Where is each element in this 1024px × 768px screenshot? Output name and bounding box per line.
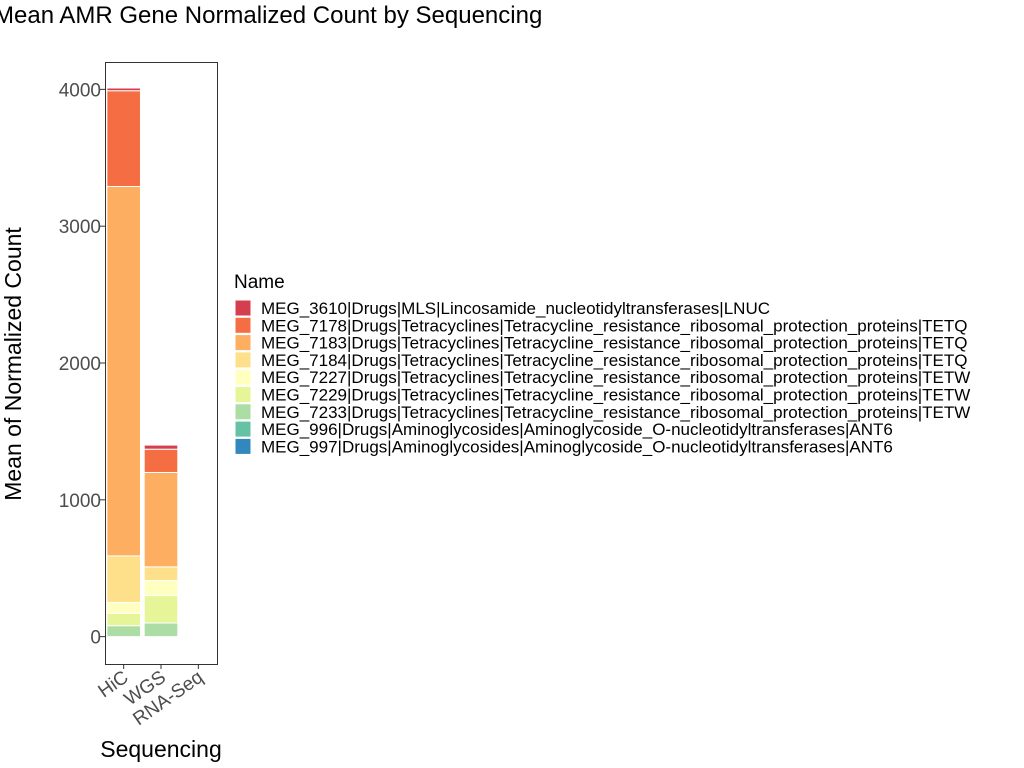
y-tick-label: 1000 <box>59 491 101 512</box>
y-tick-label: 4000 <box>59 80 101 101</box>
bars-layer <box>106 87 179 638</box>
y-tick-label: 0 <box>90 628 101 649</box>
legend-key <box>234 368 252 386</box>
legend-key <box>234 386 252 403</box>
legend-key <box>234 316 252 334</box>
legend-key <box>234 420 252 438</box>
bar-segment-hic-5 <box>106 555 141 603</box>
legend-key <box>234 437 252 455</box>
legend-title: Name <box>234 272 285 293</box>
x-axis-title: Sequencing <box>100 736 222 762</box>
bar-segment-wgs-4 <box>143 580 179 597</box>
legend-label: MEG_3610|Drugs|MLS|Lincosamide_nucleotid… <box>261 299 770 318</box>
legend-key <box>234 334 252 352</box>
bar-segment-hic-6 <box>106 186 141 557</box>
legend-label: MEG_7227|Drugs|Tetracyclines|Tetracyclin… <box>261 368 970 387</box>
chart-title: Mean AMR Gene Normalized Count by Sequen… <box>0 2 542 29</box>
bar-segment-hic-8 <box>106 87 141 92</box>
legend-label: MEG_7183|Drugs|Tetracyclines|Tetracyclin… <box>261 334 967 353</box>
bar-segment-hic-4 <box>106 601 141 614</box>
bar-segment-wgs-7 <box>143 448 179 473</box>
legend-key <box>234 403 252 421</box>
bar-segment-wgs-6 <box>143 471 179 568</box>
legend-label: MEG_997|Drugs|Aminoglycosides|Aminoglyco… <box>261 437 893 456</box>
y-axis-title: Mean of Normalized Count <box>0 227 26 501</box>
bar-segment-hic-3 <box>106 612 141 627</box>
legend-label: MEG_996|Drugs|Aminoglycosides|Aminoglyco… <box>261 420 893 439</box>
legend-label: MEG_7184|Drugs|Tetracyclines|Tetracyclin… <box>261 351 967 370</box>
legend: Name MEG_3610|Drugs|MLS|Lincosamide_nucl… <box>234 272 970 456</box>
bar-segment-wgs-5 <box>143 566 179 582</box>
legend-label: MEG_7233|Drugs|Tetracyclines|Tetracyclin… <box>261 403 970 422</box>
bar-segment-wgs-2 <box>143 622 179 638</box>
legend-key <box>234 351 252 369</box>
y-tick-label: 3000 <box>59 217 101 238</box>
bar-segment-hic-2 <box>106 625 141 638</box>
y-axis: 0 1000 2000 3000 4000 <box>59 80 105 649</box>
legend-label: MEG_7229|Drugs|Tetracyclines|Tetracyclin… <box>261 386 970 405</box>
bar-segment-wgs-3 <box>143 595 179 624</box>
bar-segment-wgs-8 <box>143 444 179 450</box>
y-tick-label: 2000 <box>59 354 101 375</box>
legend-key <box>234 299 252 317</box>
legend-label: MEG_7178|Drugs|Tetracyclines|Tetracyclin… <box>261 316 967 335</box>
bar-segment-hic-7 <box>106 90 141 187</box>
legend-items: MEG_3610|Drugs|MLS|Lincosamide_nucleotid… <box>234 299 970 456</box>
